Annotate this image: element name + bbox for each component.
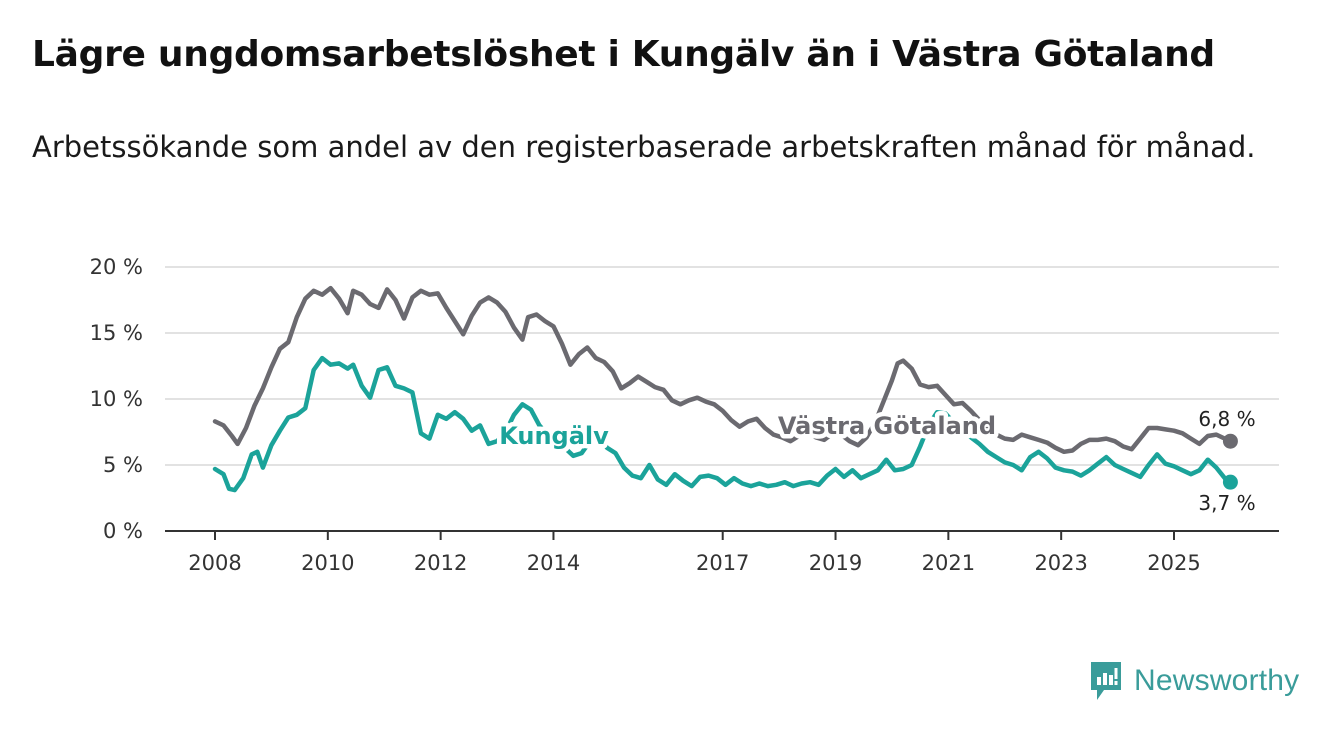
end-point-kungalv bbox=[1222, 474, 1238, 490]
series-label-vastra-gotaland: Västra Götaland bbox=[778, 412, 996, 440]
x-tick-label: 2017 bbox=[696, 551, 749, 575]
x-tick-label: 2025 bbox=[1147, 551, 1200, 575]
x-tick-label: 2014 bbox=[527, 551, 580, 575]
x-tick-label: 2023 bbox=[1034, 551, 1087, 575]
x-tick-label: 2021 bbox=[922, 551, 975, 575]
newsworthy-logo-icon bbox=[1091, 662, 1121, 700]
x-tick-label: 2010 bbox=[301, 551, 354, 575]
brand-logo: Newsworthy bbox=[1088, 660, 1299, 702]
x-tick-label: 2008 bbox=[188, 551, 241, 575]
chart-subtitle: Arbetssökande som andel av den registerb… bbox=[32, 130, 1256, 164]
y-tick-label: 0 % bbox=[103, 519, 143, 543]
series-line-vastra-gotaland bbox=[212, 285, 1233, 455]
y-tick-label: 15 % bbox=[90, 321, 143, 345]
series-line-kungalv bbox=[212, 355, 1233, 493]
line-chart: 0 % 5 % 10 % 15 % 20 % 2008 2010 2012 2014 2017 20… bbox=[90, 255, 1279, 575]
chart-title: Lägre ungdomsarbetslöshet i Kungälv än i… bbox=[32, 34, 1215, 75]
series-label-halo: Västra Götaland bbox=[778, 412, 996, 440]
end-value-label-vastra-gotaland: 6,8 % bbox=[1198, 407, 1255, 431]
x-tick-label: 2012 bbox=[414, 551, 467, 575]
axes: 0 % 5 % 10 % 15 % 20 % 2008 2010 2012 2014 2017 20… bbox=[90, 255, 1279, 575]
end-value-label-kungalv: 3,7 % bbox=[1198, 491, 1255, 515]
y-tick-label: 10 % bbox=[90, 387, 143, 411]
series-label-kungalv: Kungälv bbox=[499, 422, 609, 450]
brand-name: Newsworthy bbox=[1134, 664, 1300, 697]
y-tick-label: 5 % bbox=[103, 453, 143, 477]
end-point-vastra-gotaland bbox=[1222, 433, 1238, 449]
x-tick-label: 2019 bbox=[809, 551, 862, 575]
series-label-halo: Kungälv bbox=[499, 422, 609, 450]
y-tick-label: 20 % bbox=[90, 255, 143, 279]
series-lines bbox=[212, 285, 1238, 493]
